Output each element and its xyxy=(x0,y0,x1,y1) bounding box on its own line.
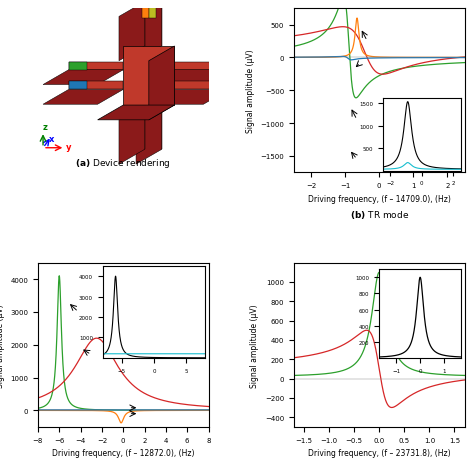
Polygon shape xyxy=(69,82,123,90)
X-axis label: Driving frequency, (f – 12872.0), (Hz): Driving frequency, (f – 12872.0), (Hz) xyxy=(52,448,194,457)
X-axis label: Driving frequency, (f – 23731.8), (Hz): Driving frequency, (f – 23731.8), (Hz) xyxy=(308,448,450,457)
Polygon shape xyxy=(174,62,229,71)
Polygon shape xyxy=(136,3,162,62)
Y-axis label: Signal amplitude (μV): Signal amplitude (μV) xyxy=(250,303,259,386)
Y-axis label: Signal amplitude (μV): Signal amplitude (μV) xyxy=(0,303,5,386)
Polygon shape xyxy=(149,71,229,85)
Text: $\mathbf{(b)}$ TR mode: $\mathbf{(b)}$ TR mode xyxy=(350,209,409,221)
Polygon shape xyxy=(149,6,155,19)
Y-axis label: Signal amplitude (μV): Signal amplitude (μV) xyxy=(246,50,255,133)
Polygon shape xyxy=(69,62,123,71)
Text: x: x xyxy=(49,135,55,144)
Polygon shape xyxy=(174,82,229,90)
Text: y: y xyxy=(66,143,72,152)
Polygon shape xyxy=(153,3,162,47)
Polygon shape xyxy=(98,106,174,121)
Polygon shape xyxy=(119,3,145,62)
Polygon shape xyxy=(136,106,162,165)
Polygon shape xyxy=(69,82,87,90)
Polygon shape xyxy=(149,47,174,121)
Polygon shape xyxy=(69,62,87,71)
Polygon shape xyxy=(43,71,123,85)
Polygon shape xyxy=(43,90,123,105)
Polygon shape xyxy=(136,3,145,47)
Polygon shape xyxy=(142,6,149,19)
Polygon shape xyxy=(153,106,162,150)
Polygon shape xyxy=(149,90,229,105)
Polygon shape xyxy=(123,47,174,106)
Polygon shape xyxy=(119,106,145,165)
Text: $\mathbf{(a)}$ Device rendering: $\mathbf{(a)}$ Device rendering xyxy=(75,157,171,170)
X-axis label: Driving frequency, (f – 14709.0), (Hz): Driving frequency, (f – 14709.0), (Hz) xyxy=(308,194,451,203)
Polygon shape xyxy=(136,106,145,150)
Text: z: z xyxy=(42,123,47,132)
